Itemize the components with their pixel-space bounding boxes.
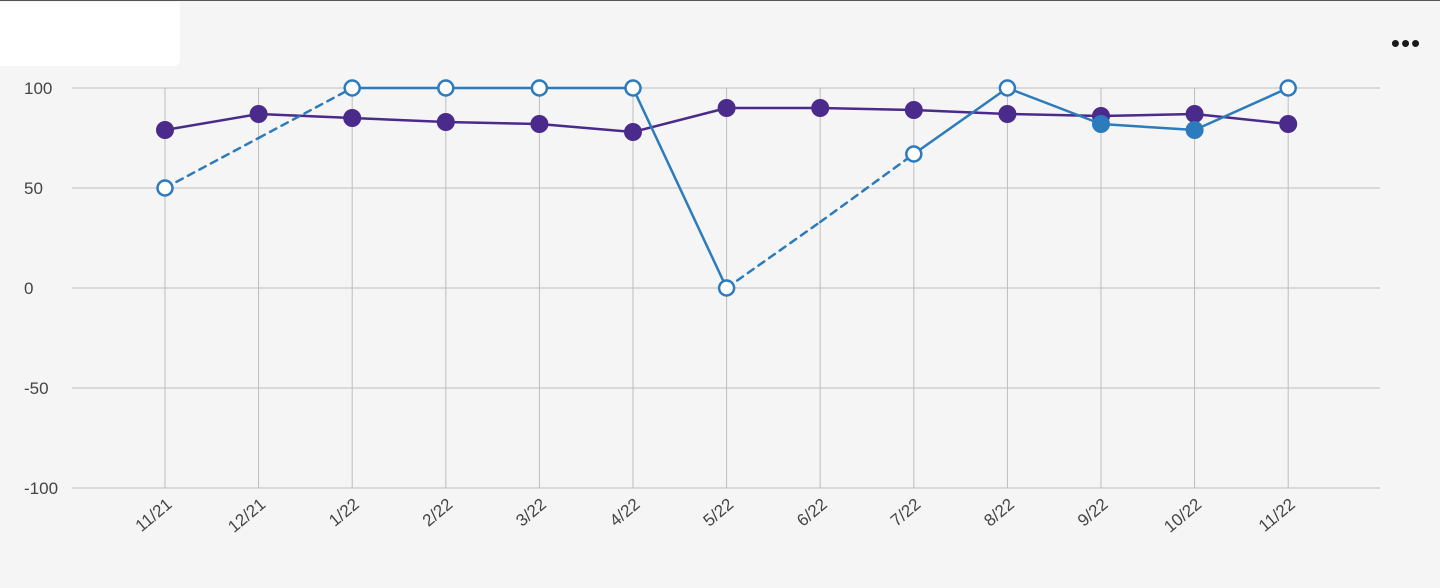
data-point — [1185, 121, 1204, 139]
series-segment — [631, 106, 728, 134]
data-point — [998, 79, 1017, 97]
series-segment — [1006, 86, 1103, 126]
x-tick-label: 12/21 — [224, 495, 269, 537]
x-tick-label: 6/22 — [793, 495, 831, 531]
series-segment — [1006, 112, 1103, 118]
data-point — [530, 79, 549, 97]
data-point — [1279, 79, 1297, 97]
chart-grid — [72, 87, 1380, 489]
series-segment — [257, 86, 354, 140]
x-tick-label: 11/21 — [132, 495, 176, 536]
series-2 — [156, 79, 1297, 297]
data-point — [1279, 115, 1298, 133]
x-tick-label: 8/22 — [980, 495, 1018, 531]
data-point — [904, 101, 923, 119]
series-segment — [1099, 122, 1196, 132]
data-point — [156, 179, 174, 197]
data-point — [717, 99, 736, 117]
y-tick-label: -100 — [24, 479, 58, 498]
series-segment — [725, 220, 822, 290]
data-point — [343, 79, 361, 97]
x-tick-label: 7/22 — [887, 495, 925, 531]
data-point — [998, 105, 1017, 123]
series-segment — [444, 120, 541, 126]
title-card — [0, 2, 180, 66]
data-point — [905, 145, 923, 163]
y-axis: 100 50 0 -50 -100 — [24, 79, 58, 498]
series-segment — [818, 152, 916, 224]
x-tick-label: 9/22 — [1074, 495, 1112, 531]
series-segment — [257, 112, 354, 120]
series-1 — [156, 99, 1298, 141]
data-point — [436, 113, 455, 131]
x-tick-label: 4/22 — [606, 495, 644, 531]
x-tick-label: 10/22 — [1160, 495, 1205, 537]
chart-series — [156, 79, 1298, 297]
data-point — [811, 99, 830, 117]
series-segment — [631, 86, 728, 290]
series-segment — [163, 136, 260, 190]
y-tick-label: 50 — [24, 179, 43, 198]
x-tick-label: 5/22 — [700, 495, 738, 531]
data-point — [717, 279, 736, 297]
more-options-button[interactable]: ••• — [1384, 28, 1428, 58]
data-point — [624, 123, 642, 141]
y-tick-label: -50 — [24, 379, 49, 398]
data-point — [156, 121, 174, 139]
series-segment — [350, 116, 448, 124]
series-segment — [1193, 112, 1290, 126]
series-segment — [912, 108, 1009, 116]
series-segment — [818, 106, 916, 112]
x-tick-label: 1/22 — [325, 495, 363, 531]
series-segment — [538, 122, 635, 134]
x-tick-label: 2/22 — [419, 495, 457, 531]
series-segment — [163, 112, 260, 132]
data-point — [1092, 115, 1110, 133]
x-tick-label: 3/22 — [512, 495, 550, 531]
more-horizontal-icon: ••• — [1390, 28, 1422, 58]
series-segment — [912, 86, 1009, 156]
series-segment — [1193, 86, 1290, 132]
x-axis: 11/21 12/21 1/22 2/22 3/22 4/22 5/22 6/22 7/22 8/… — [132, 495, 1299, 537]
data-point — [530, 115, 549, 133]
data-point — [343, 109, 362, 127]
y-tick-label: 100 — [24, 79, 52, 98]
x-tick-label: 11/22 — [1255, 495, 1299, 536]
data-point — [437, 79, 455, 97]
y-tick-label: 0 — [24, 279, 33, 298]
top-border — [0, 0, 1440, 1]
series-segment — [1099, 112, 1196, 118]
data-point — [249, 105, 268, 123]
data-point — [1185, 105, 1204, 123]
data-point — [624, 79, 642, 97]
